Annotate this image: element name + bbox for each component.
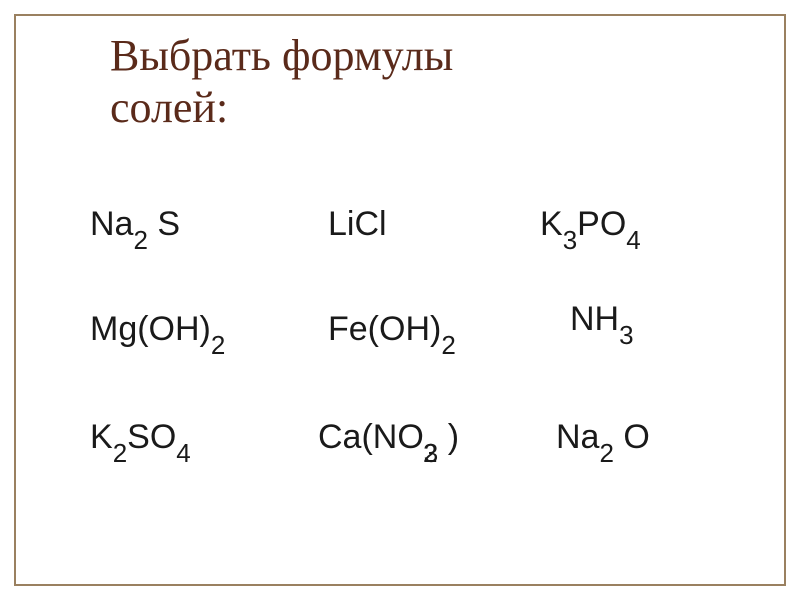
subscript: 2: [423, 438, 437, 469]
formula: NH3: [570, 300, 634, 339]
subscript: 2: [133, 225, 147, 256]
formula-text: LiCl: [328, 205, 387, 243]
slide: Выбрать формулы солей: Na2 SLiClK 3PO4Mg…: [0, 0, 800, 600]
subscript: 2: [211, 330, 225, 361]
subscript: 4: [176, 438, 190, 469]
formula-text: ): [438, 418, 459, 456]
formula-text: SO: [127, 418, 176, 456]
formula-text: K: [90, 418, 113, 456]
formula: Ca(NO3 )2: [318, 418, 474, 457]
formula-text: K: [540, 205, 563, 243]
slide-title: Выбрать формулы солей:: [110, 30, 453, 134]
subscript: 4: [626, 225, 640, 256]
formula: K 2SO4: [90, 418, 191, 457]
formula: K 3PO4: [540, 205, 641, 244]
formula-text: Na: [556, 418, 599, 456]
formula: Na2 S: [90, 205, 180, 244]
formula-text: S: [148, 205, 180, 243]
formula: LiCl: [328, 205, 387, 244]
title-line-2: солей:: [110, 82, 453, 134]
subscript: 2: [599, 438, 613, 469]
formula: Na2 O: [556, 418, 650, 457]
formula: Mg(OH)2: [90, 310, 225, 349]
formula-text: NH: [570, 300, 619, 338]
formula: Fe(OH)2: [328, 310, 456, 349]
formula-text: O: [614, 418, 650, 456]
subscript: 3: [563, 225, 577, 256]
subscript: 2: [113, 438, 127, 469]
formula-text: Na: [90, 205, 133, 243]
title-line-1: Выбрать формулы: [110, 30, 453, 82]
formula-text: Ca(NO: [318, 418, 424, 456]
formula-text: Mg(OH): [90, 310, 211, 348]
subscript: 3: [619, 320, 633, 351]
formula-text: Fe(OH): [328, 310, 441, 348]
subscript: 2: [441, 330, 455, 361]
formula-text: PO: [577, 205, 626, 243]
